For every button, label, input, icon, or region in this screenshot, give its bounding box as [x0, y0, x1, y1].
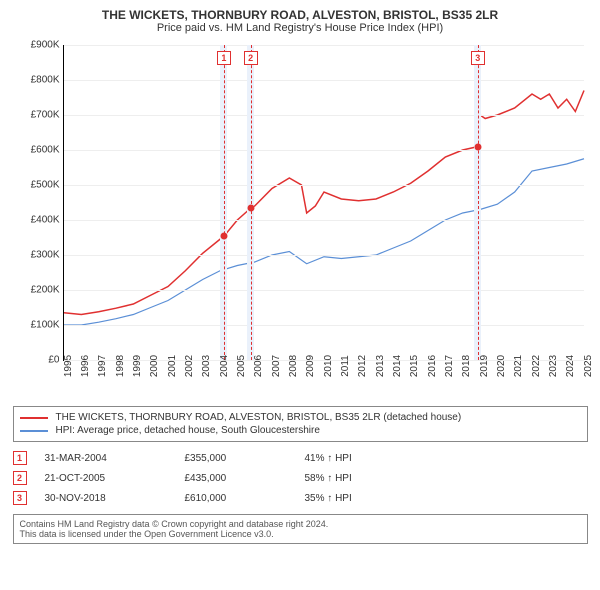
x-tick-label: 2010	[323, 355, 334, 377]
grid-line	[64, 325, 584, 326]
y-tick-label: £200K	[31, 285, 60, 296]
y-tick-label: £600K	[31, 145, 60, 156]
x-tick-label: 2013	[375, 355, 386, 377]
event-price: £610,000	[185, 493, 305, 504]
footer-line2: This data is licensed under the Open Gov…	[20, 529, 581, 539]
grid-line	[64, 150, 584, 151]
event-delta: 58% ↑ HPI	[305, 473, 352, 484]
grid-line	[64, 255, 584, 256]
event-date: 21-OCT-2005	[45, 473, 185, 484]
x-tick-label: 2022	[531, 355, 542, 377]
x-tick-label: 2011	[340, 355, 351, 377]
event-delta: 41% ↑ HPI	[305, 453, 352, 464]
y-tick-label: £700K	[31, 110, 60, 121]
marker-box: 2	[244, 51, 258, 65]
chart-title: THE WICKETS, THORNBURY ROAD, ALVESTON, B…	[8, 8, 592, 22]
chart-container: THE WICKETS, THORNBURY ROAD, ALVESTON, B…	[0, 0, 600, 552]
x-tick-label: 2019	[479, 355, 490, 377]
chart-subtitle: Price paid vs. HM Land Registry's House …	[8, 22, 592, 34]
legend-box: THE WICKETS, THORNBURY ROAD, ALVESTON, B…	[13, 406, 588, 442]
event-row: 3 30-NOV-2018£610,00035% ↑ HPI	[13, 488, 588, 508]
x-tick-label: 2018	[461, 355, 472, 377]
x-tick-label: 2021	[513, 355, 524, 377]
marker-line	[224, 45, 225, 360]
grid-line	[64, 220, 584, 221]
plot-region: 12 3	[63, 45, 584, 361]
footer-line1: Contains HM Land Registry data © Crown c…	[20, 519, 581, 529]
x-tick-label: 2025	[583, 355, 594, 377]
event-price: £435,000	[185, 473, 305, 484]
chart-svg	[64, 45, 584, 360]
y-tick-label: £300K	[31, 250, 60, 261]
event-row: 1 31-MAR-2004£355,00041% ↑ HPI	[13, 448, 588, 468]
grid-line	[64, 45, 584, 46]
y-tick-label: £900K	[31, 40, 60, 51]
event-date: 30-NOV-2018	[45, 493, 185, 504]
y-tick-label: £100K	[31, 320, 60, 331]
x-tick-label: 1995	[63, 355, 74, 377]
y-tick-label: £500K	[31, 180, 60, 191]
event-number-box: 2	[13, 471, 27, 485]
x-tick-label: 2012	[357, 355, 368, 377]
x-tick-label: 2002	[184, 355, 195, 377]
x-tick-label: 2016	[427, 355, 438, 377]
x-tick-label: 2014	[392, 355, 403, 377]
legend-label: HPI: Average price, detached house, Sout…	[56, 425, 320, 436]
legend-label: THE WICKETS, THORNBURY ROAD, ALVESTON, B…	[56, 412, 462, 423]
sale-dot	[247, 204, 254, 211]
x-tick-label: 1999	[132, 355, 143, 377]
legend-row: HPI: Average price, detached house, Sout…	[20, 424, 581, 437]
legend-row: THE WICKETS, THORNBURY ROAD, ALVESTON, B…	[20, 411, 581, 424]
event-number-box: 1	[13, 451, 27, 465]
y-tick-label: £800K	[31, 75, 60, 86]
sale-dot	[220, 232, 227, 239]
grid-line	[64, 80, 584, 81]
legend-swatch	[20, 417, 48, 419]
grid-line	[64, 290, 584, 291]
event-number-box: 3	[13, 491, 27, 505]
marker-box: 3	[471, 51, 485, 65]
x-tick-label: 2000	[149, 355, 160, 377]
event-delta: 35% ↑ HPI	[305, 493, 352, 504]
x-tick-label: 2023	[548, 355, 559, 377]
sale-dot	[474, 143, 481, 150]
x-tick-label: 2020	[496, 355, 507, 377]
marker-line	[251, 45, 252, 360]
legend-swatch	[20, 430, 48, 432]
footer-box: Contains HM Land Registry data © Crown c…	[13, 514, 588, 544]
event-price: £355,000	[185, 453, 305, 464]
grid-line	[64, 185, 584, 186]
y-tick-label: £0	[48, 355, 59, 366]
x-tick-label: 2008	[288, 355, 299, 377]
x-tick-label: 2005	[236, 355, 247, 377]
x-tick-label: 1996	[80, 355, 91, 377]
x-tick-label: 2003	[201, 355, 212, 377]
x-tick-label: 2024	[565, 355, 576, 377]
chart-area: 12 3 £0 £100K £200K £300K £400K £500K £600K £700…	[13, 40, 588, 400]
grid-line	[64, 115, 584, 116]
marker-box: 1	[217, 51, 231, 65]
x-tick-label: 2015	[409, 355, 420, 377]
events-table: 1 31-MAR-2004£355,00041% ↑ HPI 2 21-OCT-200…	[13, 448, 588, 508]
x-tick-label: 2004	[219, 355, 230, 377]
x-tick-label: 2009	[305, 355, 316, 377]
event-row: 2 21-OCT-2005£435,00058% ↑ HPI	[13, 468, 588, 488]
x-tick-label: 2017	[444, 355, 455, 377]
y-tick-label: £400K	[31, 215, 60, 226]
x-tick-label: 2006	[253, 355, 264, 377]
series-property	[64, 91, 584, 315]
event-date: 31-MAR-2004	[45, 453, 185, 464]
x-tick-label: 1997	[97, 355, 108, 377]
x-tick-label: 2001	[167, 355, 178, 377]
marker-line	[478, 45, 479, 360]
x-tick-label: 2007	[271, 355, 282, 377]
x-tick-label: 1998	[115, 355, 126, 377]
